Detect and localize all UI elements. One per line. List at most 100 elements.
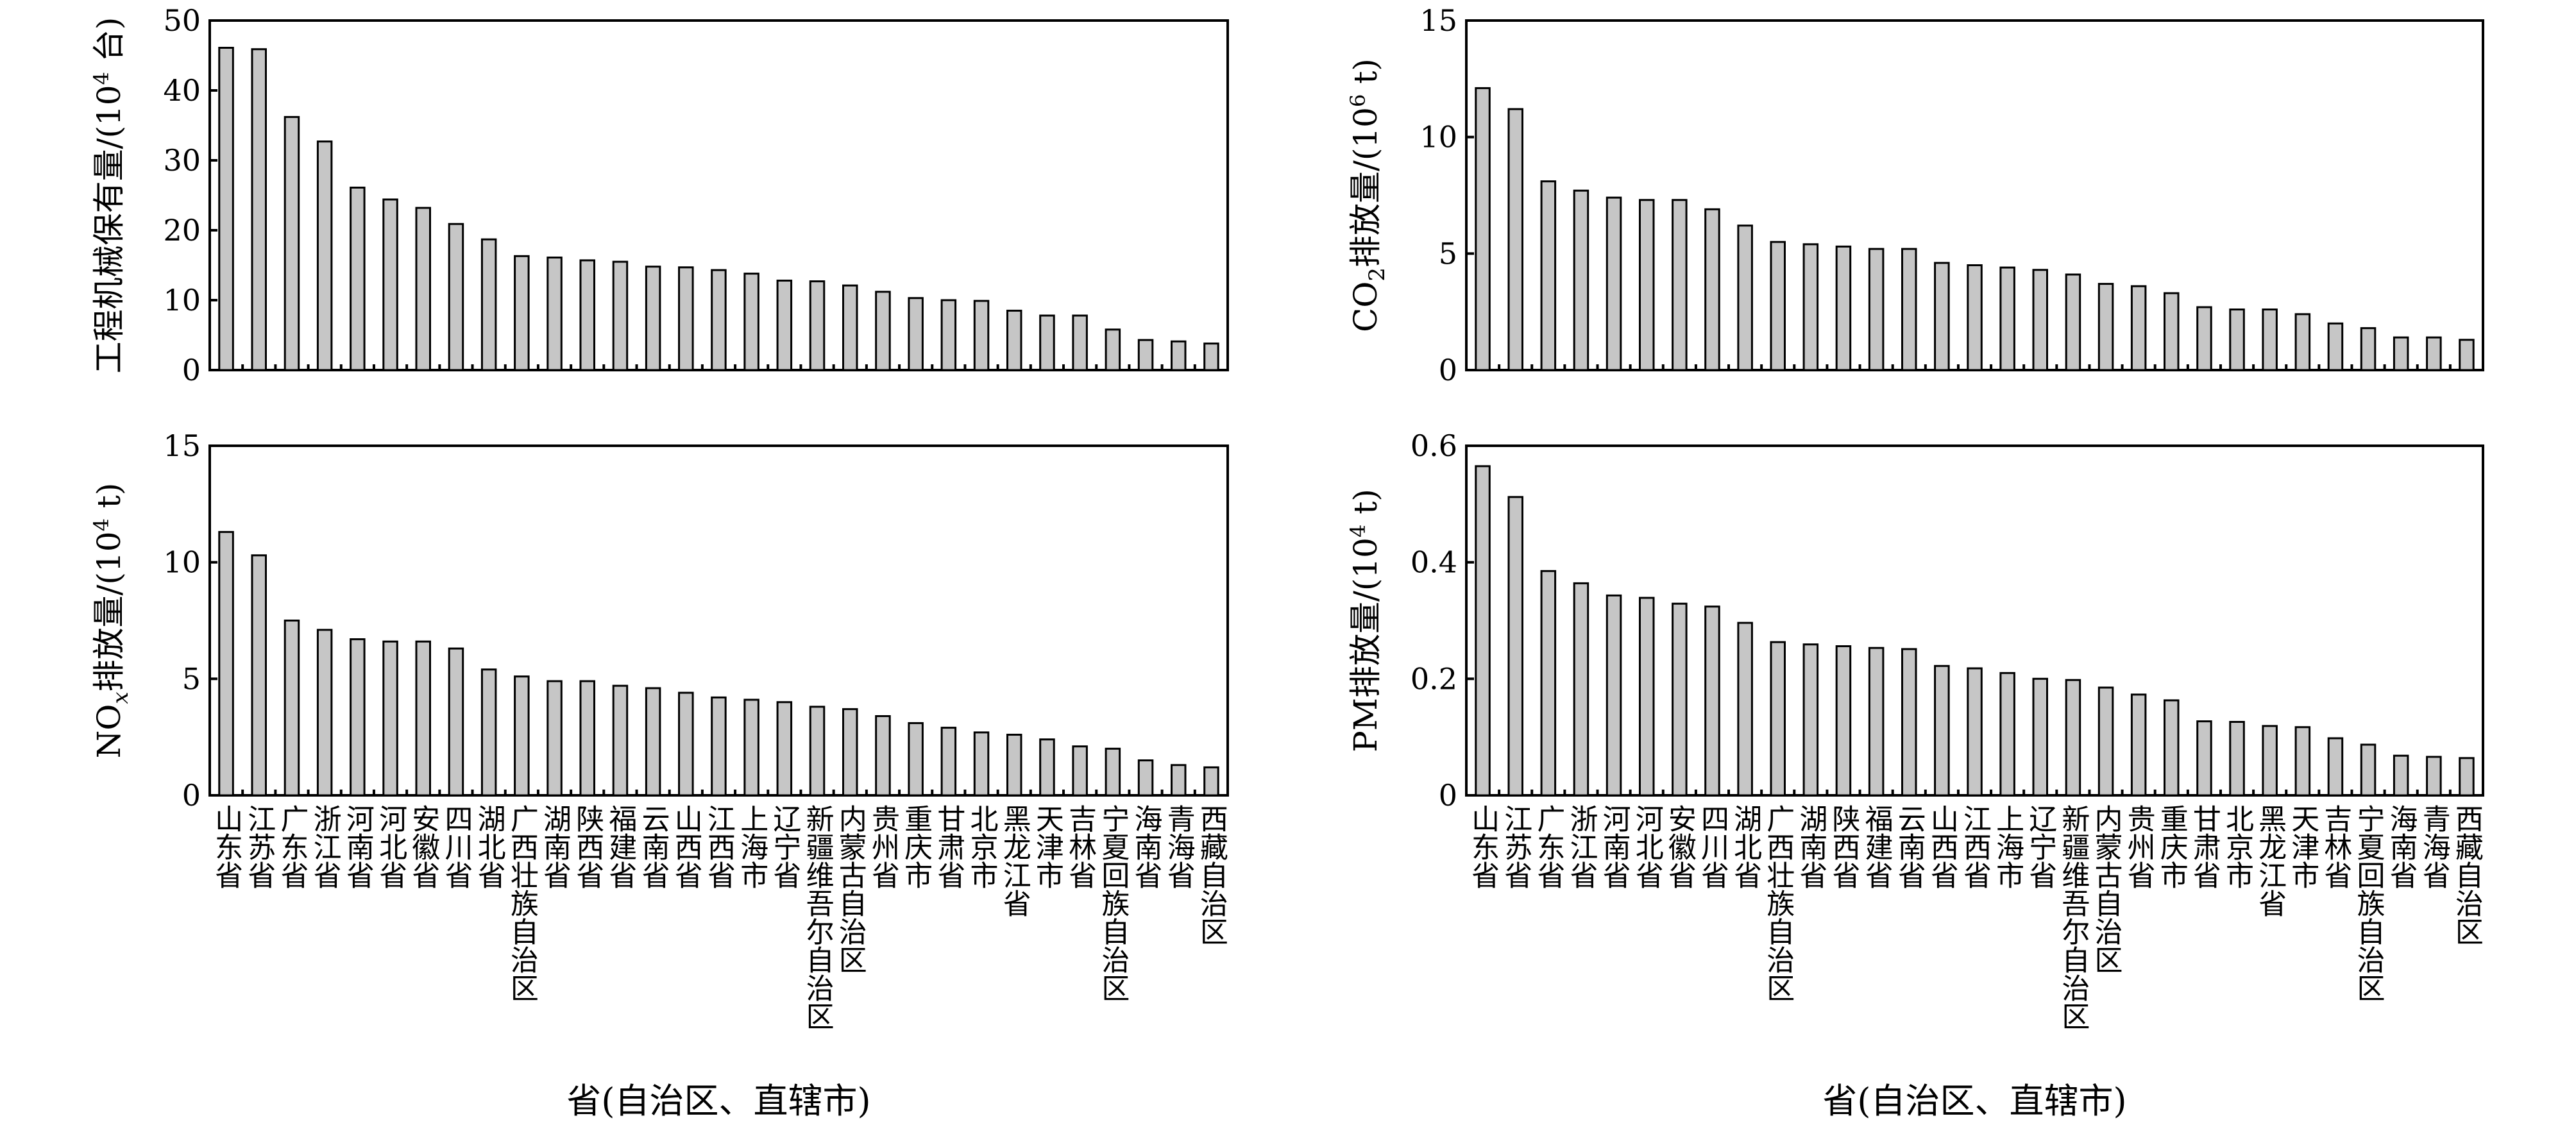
category-label: 湖南省 [1794,804,1827,889]
y-tick-label: 20 [163,213,201,248]
bar-24 [2229,309,2245,371]
bar-7 [1672,602,1688,797]
bar-4 [316,140,333,371]
bar-7 [415,207,431,371]
y-tick-label: 0.4 [1411,545,1457,580]
category-label: 甘肃省 [932,804,965,889]
category-label: 云南省 [1893,804,1926,889]
bar-20 [842,284,858,371]
bar-30 [2426,336,2442,371]
category-label: 江西省 [702,804,735,889]
category-label: 黑龙江省 [998,804,1031,917]
x-axis-label: 省(自治区、直辖市) [566,1081,870,1121]
bar-9 [480,238,497,371]
bar-8 [1704,208,1720,371]
bar-5 [350,638,366,797]
bar-16 [711,269,727,371]
bar-26 [2294,313,2311,371]
bar-4 [1573,582,1589,797]
category-label: 上海市 [735,804,768,889]
y-tick-label: 5 [182,661,201,696]
bar-1 [218,530,234,797]
bar-30 [2426,756,2442,797]
y-tick-label: 0 [182,778,201,813]
bar-21 [2130,693,2147,797]
bar-12 [579,259,595,371]
bar-15 [678,266,694,371]
bar-3 [1540,570,1557,797]
category-label: 安徽省 [407,804,440,889]
category-label: 山西省 [1926,804,1958,889]
category-label: 福建省 [1860,804,1894,889]
category-label: 吉林省 [2319,804,2351,889]
bar-12 [579,680,595,797]
y-tick-label: 30 [163,143,201,178]
bar-24 [973,300,990,371]
bar-7 [1672,199,1688,371]
category-label: 宁夏回族自治区 [2352,804,2385,1002]
bar-3 [284,620,300,797]
bar-13 [1868,248,1885,371]
category-label: 新疆维吾尔自治区 [2056,804,2089,1030]
category-label: 青海省 [1162,804,1195,889]
category-label: 贵州省 [867,804,899,889]
bar-24 [2229,721,2245,797]
bar-2 [1507,108,1523,371]
category-label: 重庆市 [899,804,932,889]
y-axis-label: PM排放量/(104 t) [1346,489,1384,752]
bar-23 [2196,720,2212,797]
bar-4 [316,629,333,797]
bar-28 [1105,747,1121,797]
bar-21 [875,715,891,797]
bar-10 [514,255,530,371]
bar-18 [776,701,793,797]
category-label: 广东省 [1532,804,1564,889]
bar-19 [809,706,826,797]
category-label: 天津市 [2286,804,2319,889]
bar-29 [2393,754,2409,797]
category-label: 湖南省 [538,804,571,889]
bar-9 [1737,622,1753,797]
bar-8 [1704,605,1720,797]
bar-30 [1171,340,1187,371]
category-label: 辽宁省 [768,804,801,889]
category-label: 西藏自治区 [1195,804,1228,945]
bar-23 [940,727,957,797]
bar-17 [743,698,759,797]
bar-22 [2164,292,2180,371]
y-tick-label: 10 [163,545,201,580]
category-label: 吉林省 [1063,804,1096,889]
bar-19 [809,280,826,371]
category-label: 天津市 [1031,804,1063,889]
category-label: 青海省 [2418,804,2450,889]
bar-5 [1606,196,1622,371]
category-label: 海南省 [2385,804,2418,889]
category-label: 广东省 [275,804,308,889]
bar-31 [2459,757,2475,797]
category-label: 广西壮族自治区 [1761,804,1794,1002]
category-label: 内蒙古自治区 [834,804,867,974]
y-tick-label: 0 [1439,778,1457,813]
bar-16 [711,696,727,797]
bar-1 [1475,465,1491,797]
category-label: 北京市 [2221,804,2253,889]
bar-14 [645,687,661,797]
bar-2 [1507,496,1523,797]
bar-29 [1137,759,1154,797]
category-label: 贵州省 [2123,804,2155,889]
y-tick-label: 40 [163,73,201,108]
bar-20 [842,708,858,797]
category-label: 海南省 [1130,804,1162,889]
bar-11 [547,680,563,797]
bar-22 [908,297,924,371]
bar-14 [1901,648,1917,797]
x-axis-label: 省(自治区、直辖市) [1822,1081,2126,1121]
bar-2 [251,554,267,797]
bar-20 [2097,283,2114,371]
category-label: 内蒙古自治区 [2090,804,2123,974]
bar-16 [1967,264,1983,371]
category-label: 云南省 [637,804,670,889]
category-label: 黑龙江省 [2253,804,2286,917]
category-label: 安徽省 [1663,804,1697,889]
bar-17 [1999,266,2015,371]
